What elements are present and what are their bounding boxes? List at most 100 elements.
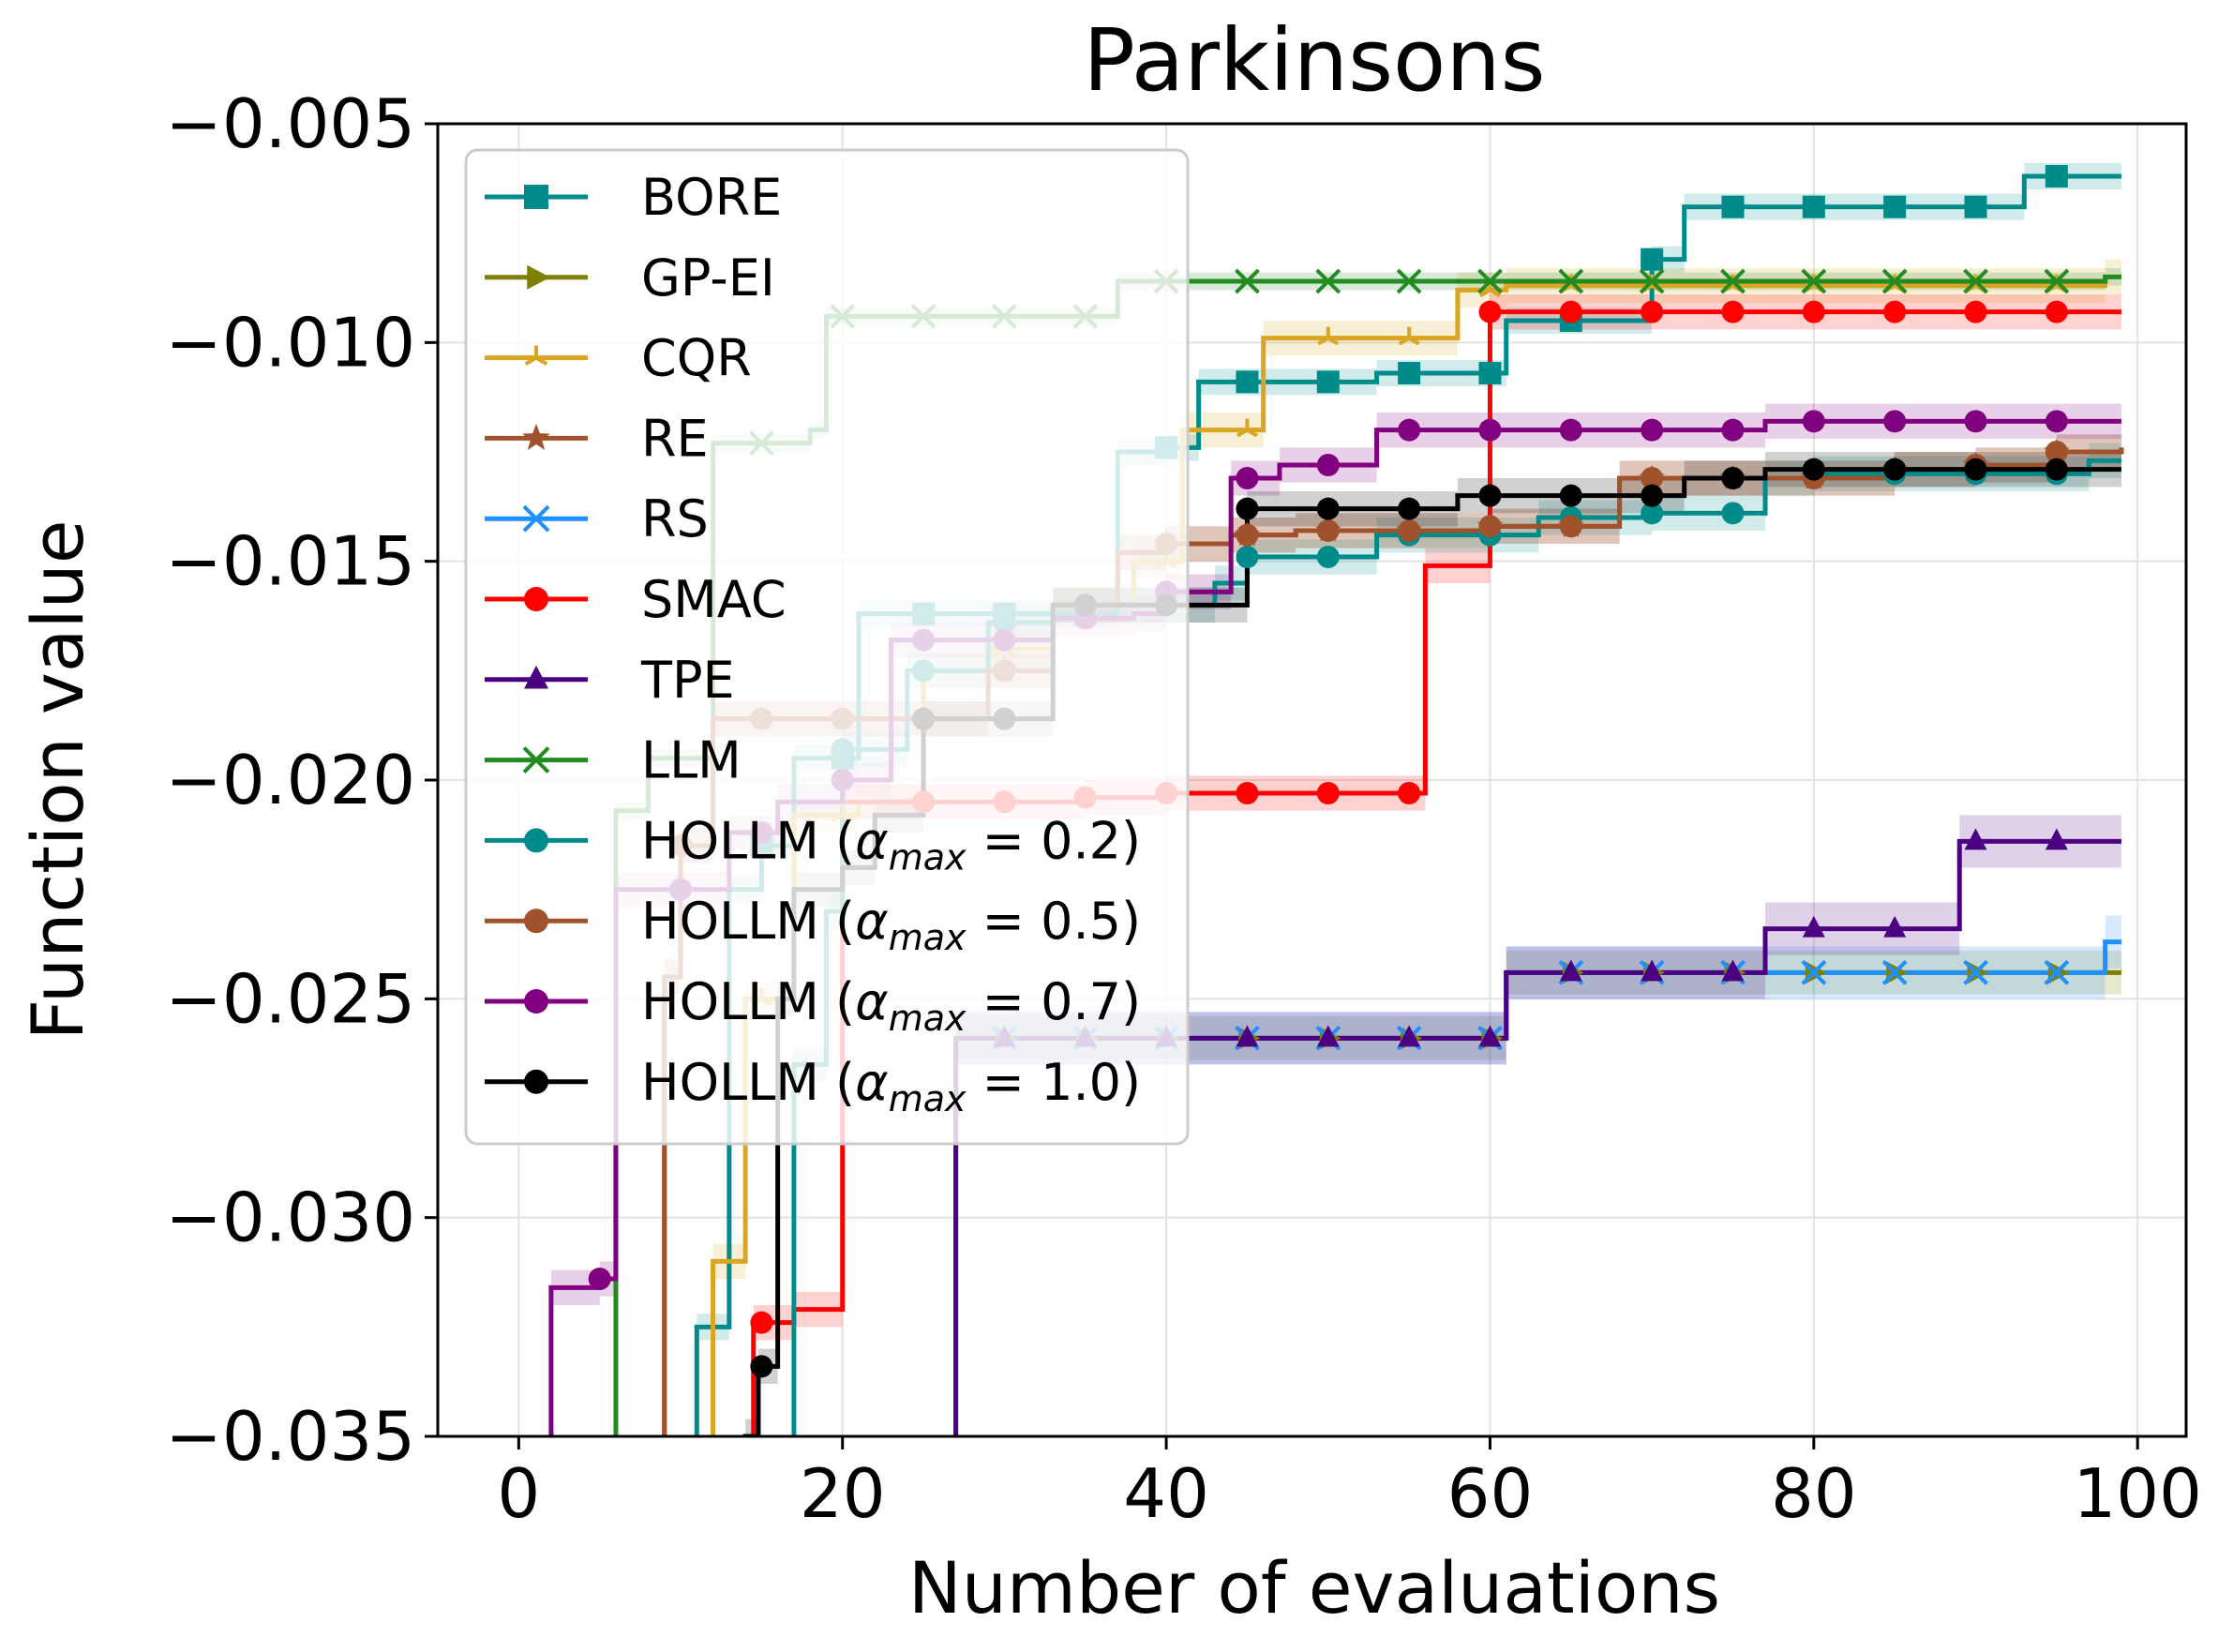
- legend-label: RE: [641, 409, 709, 468]
- marker-circle: [1398, 519, 1421, 542]
- marker-tri: [1236, 418, 1258, 438]
- marker-square: [2045, 165, 2068, 188]
- marker-triangle-up: [1316, 1025, 1340, 1047]
- marker-x: [2044, 959, 2070, 985]
- marker-circle: [1316, 546, 1340, 568]
- marker-circle: [1802, 458, 1825, 481]
- y-tick-label: −0.025: [166, 959, 415, 1038]
- y-tick-label: −0.005: [166, 84, 415, 163]
- marker-star: [522, 423, 550, 451]
- marker-circle: [1316, 497, 1340, 520]
- marker-circle: [1964, 458, 1987, 481]
- x-tick-label: 100: [2073, 1454, 2201, 1533]
- y-tick-label: −0.020: [166, 741, 415, 819]
- marker-circle: [1641, 502, 1664, 525]
- y-tick-label: −0.010: [166, 303, 415, 382]
- marker-circle: [2045, 441, 2068, 463]
- legend-box: [464, 148, 1190, 1146]
- legend-item: GP-EI: [485, 248, 775, 308]
- marker-x: [2044, 268, 2070, 294]
- legend-item: CQR: [485, 329, 752, 388]
- legend-label: GP-EI: [641, 248, 775, 308]
- legend-label: HOLLM (αmax = 0.5): [641, 892, 1141, 958]
- marker-circle: [1236, 467, 1259, 489]
- legend-item: SMAC: [485, 570, 787, 629]
- marker-circle: [1559, 300, 1582, 323]
- marker-circle: [1316, 782, 1340, 804]
- legend-item: RE: [485, 409, 709, 468]
- marker-circle: [1478, 300, 1502, 323]
- y-tick-label: −0.030: [166, 1179, 415, 1257]
- marker-circle: [1236, 523, 1259, 547]
- marker-triangle-up: [1478, 1025, 1502, 1047]
- marker-circle: [1478, 515, 1502, 538]
- marker-circle: [1883, 458, 1907, 481]
- marker-circle: [1964, 410, 1987, 433]
- legend-label: CQR: [641, 329, 752, 388]
- marker-triangle-up: [2045, 828, 2068, 850]
- marker-x: [1720, 268, 1746, 294]
- y-tick-label: −0.015: [166, 522, 415, 601]
- marker-circle: [1802, 410, 1825, 433]
- marker-x: [1801, 268, 1827, 294]
- marker-circle: [524, 1069, 548, 1094]
- marker-circle: [1721, 418, 1745, 442]
- marker-circle: [1398, 497, 1421, 520]
- marker-triangle-up: [1641, 959, 1664, 982]
- marker-circle: [1478, 484, 1502, 507]
- marker-circle: [750, 1311, 773, 1334]
- marker-circle: [2045, 300, 2068, 323]
- legend-label: SMAC: [641, 570, 787, 629]
- marker-circle: [1641, 300, 1664, 323]
- marker-square: [524, 185, 548, 209]
- marker-x: [1963, 268, 1988, 294]
- marker-x: [1639, 268, 1665, 294]
- marker-circle: [1398, 418, 1421, 442]
- marker-square: [1236, 370, 1259, 394]
- marker-triangle-up: [1559, 959, 1582, 982]
- marker-circle: [2045, 458, 2068, 481]
- marker-circle: [1316, 519, 1340, 542]
- marker-circle: [1478, 418, 1502, 442]
- x-tick-label: 80: [1771, 1454, 1857, 1533]
- legend-item: TPE: [485, 651, 735, 710]
- x-tick-label: 40: [1123, 1454, 1209, 1533]
- marker-circle: [524, 989, 548, 1014]
- marker-circle: [1802, 300, 1825, 323]
- marker-x: [1963, 959, 1988, 985]
- marker-triangle-right: [527, 264, 550, 290]
- legend-item: HOLLM (αmax = 0.5): [485, 892, 1141, 958]
- marker-circle: [1641, 484, 1664, 507]
- marker-circle: [524, 587, 548, 611]
- marker-square: [1802, 195, 1825, 218]
- marker-circle: [2045, 410, 2068, 433]
- marker-circle: [1964, 300, 1987, 323]
- marker-square: [1478, 362, 1502, 384]
- marker-circle: [524, 909, 548, 934]
- marker-triangle-up: [524, 665, 548, 689]
- marker-circle: [1559, 418, 1582, 442]
- marker-triangle-up: [1964, 828, 1987, 850]
- legend-item: RS: [485, 489, 709, 548]
- marker-x: [1881, 268, 1908, 294]
- marker-triangle-up: [1398, 1025, 1421, 1047]
- marker-circle: [1721, 300, 1745, 323]
- marker-triangle-up: [1883, 915, 1907, 938]
- marker-square: [1964, 195, 1987, 218]
- marker-circle: [1236, 782, 1259, 804]
- marker-tri: [1398, 326, 1420, 346]
- marker-circle: [1398, 782, 1421, 804]
- marker-tri: [524, 345, 548, 366]
- marker-x: [522, 504, 550, 533]
- legend-label: LLM: [641, 731, 742, 790]
- chart-title: Parkinsons: [1083, 10, 1545, 111]
- marker-square: [1641, 248, 1664, 271]
- marker-x: [1881, 959, 1908, 985]
- marker-circle: [1721, 467, 1745, 489]
- marker-x: [1315, 268, 1341, 294]
- marker-x: [522, 746, 550, 774]
- marker-square: [1883, 195, 1907, 218]
- marker-square: [1721, 195, 1745, 218]
- x-tick-label: 0: [497, 1454, 540, 1533]
- legend-label: RS: [641, 489, 709, 548]
